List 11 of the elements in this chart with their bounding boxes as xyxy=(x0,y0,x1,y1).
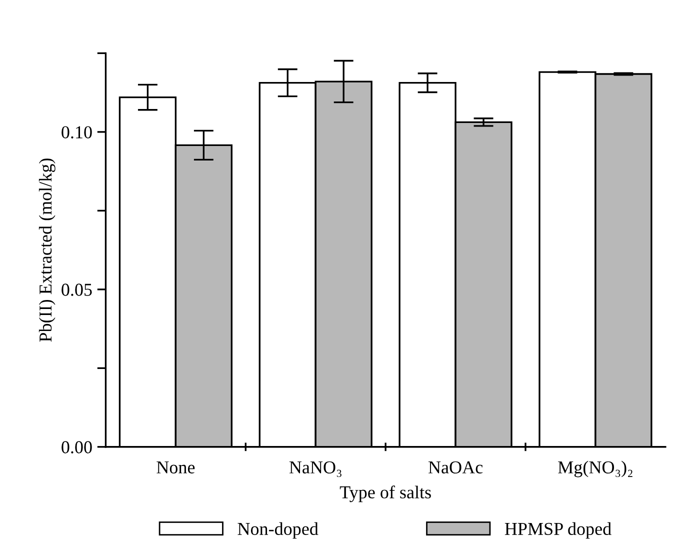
legend-label: HPMSP doped xyxy=(504,522,612,539)
y-tick-label: 0.05 xyxy=(62,284,92,296)
y-tick-label: 0.00 xyxy=(62,441,92,454)
x-tick-label: Mg(NO₃)₂ xyxy=(558,460,632,478)
legend-label: Non-doped xyxy=(238,522,318,539)
x-tick-label: None xyxy=(156,461,195,474)
x-tick-label: NaNO₃ xyxy=(289,461,342,478)
x-tick-label: NaOAc xyxy=(428,461,483,474)
y-axis-title: Pb(II) Extracted (mol/kg) xyxy=(38,158,56,342)
x-axis-title: Type of salts xyxy=(340,486,431,502)
y-tick-label: 0.10 xyxy=(62,126,92,138)
